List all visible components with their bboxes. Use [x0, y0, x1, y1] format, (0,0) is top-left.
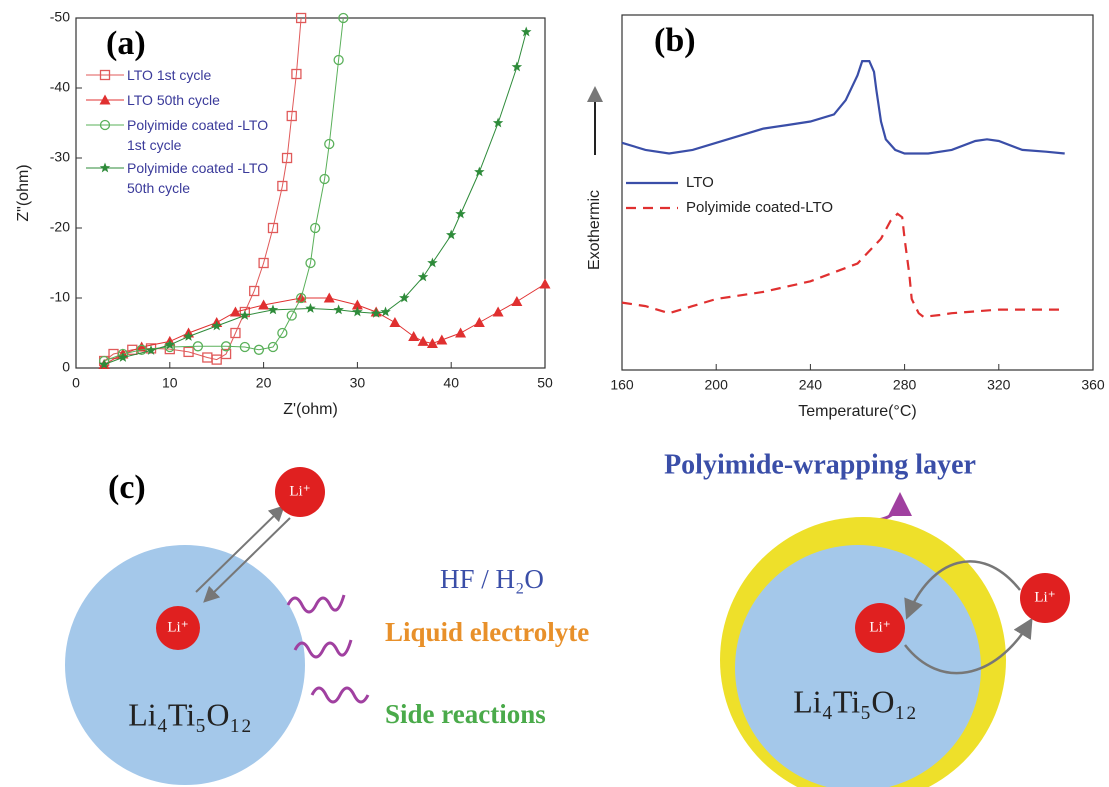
marker: [333, 304, 344, 314]
x-tick-label: 280: [893, 377, 917, 393]
wave: [288, 595, 344, 612]
marker: [436, 335, 447, 345]
ion-label: Li⁺: [1034, 589, 1055, 605]
marker: [183, 331, 194, 341]
legend-label: LTO: [686, 174, 714, 191]
y-tick-label: -50: [50, 9, 70, 25]
x-axis-label: Temperature(°C): [798, 403, 916, 420]
marker: [511, 296, 522, 306]
legend-label: LTO 50th cycle: [127, 90, 277, 110]
y-tick-label: 0: [62, 359, 70, 375]
marker: [389, 317, 400, 327]
legend-label: Polyimide coated -LTO 50th cycle: [127, 158, 277, 198]
wave: [312, 688, 368, 702]
marker: [418, 272, 429, 282]
marker: [446, 230, 456, 240]
marker: [212, 321, 222, 331]
x-tick-label: 0: [72, 375, 80, 391]
hazard: HF / H₂O: [440, 564, 544, 594]
x-tick-label: 30: [350, 375, 366, 391]
marker: [455, 328, 466, 338]
x-tick-label: 10: [162, 375, 178, 391]
marker: [474, 317, 485, 327]
marker: [521, 27, 532, 37]
marker: [240, 310, 251, 320]
marker: [305, 303, 315, 313]
marker: [427, 258, 438, 268]
marker: [512, 62, 522, 72]
panel-label: (b): [654, 22, 696, 59]
particle-label: Li₄Ti₅O₁₂: [793, 683, 916, 719]
marker: [455, 209, 466, 219]
y-tick-label: -20: [50, 219, 70, 235]
x-tick-label: 40: [443, 375, 459, 391]
y-axis-label: Z"(ohm): [15, 164, 32, 221]
x-tick-label: 360: [1081, 377, 1105, 393]
ion-label: Li⁺: [167, 619, 188, 635]
marker: [493, 118, 503, 128]
legend-marker: [100, 163, 110, 173]
y-tick-label: -40: [50, 79, 70, 95]
y-axis-label: Exothermic: [586, 190, 603, 270]
series-line: [622, 214, 1065, 317]
arrow: [878, 498, 900, 520]
x-tick-label: 320: [987, 377, 1011, 393]
particle-label: Li₄Ti₅O₁₂: [128, 696, 251, 732]
marker: [474, 167, 485, 177]
x-axis-label: Z'(ohm): [283, 401, 338, 418]
layer-label: Polyimide-wrapping layer: [664, 449, 976, 480]
particle: [65, 545, 305, 785]
legend-label: LTO 1st cycle: [127, 65, 277, 85]
figure: (c) Li⁺ Li⁺ HF / H₂O Liquid electrolyte …: [0, 0, 1109, 787]
marker: [540, 279, 551, 289]
marker: [268, 304, 279, 314]
plot-frame: [622, 15, 1093, 370]
x-tick-label: 160: [610, 377, 634, 393]
y-tick-label: -10: [50, 289, 70, 305]
marker: [408, 331, 419, 341]
x-tick-label: 240: [799, 377, 823, 393]
series-line: [622, 61, 1065, 153]
x-tick-label: 200: [705, 377, 729, 393]
marker: [418, 336, 429, 346]
electrolyte: Liquid electrolyte: [385, 617, 589, 647]
panel-label: (a): [106, 25, 146, 62]
ion-label: Li⁺: [289, 483, 310, 499]
ion-label: Li⁺: [869, 619, 890, 635]
legend-label: Polyimide coated-LTO: [686, 199, 833, 216]
legend-label: Polyimide coated -LTO 1st cycle: [127, 115, 277, 155]
y-tick-label: -30: [50, 149, 70, 165]
legend-entry: Polyimide coated -LTO 1st cycle: [127, 115, 277, 159]
side-reactions: Side reactions: [385, 699, 546, 729]
marker: [493, 307, 504, 317]
x-tick-label: 20: [256, 375, 272, 391]
legend-entry: Polyimide coated -LTO 50th cycle: [127, 158, 277, 202]
particle: [735, 545, 981, 787]
x-tick-label: 50: [537, 375, 553, 391]
panel-label: (c): [108, 469, 146, 506]
